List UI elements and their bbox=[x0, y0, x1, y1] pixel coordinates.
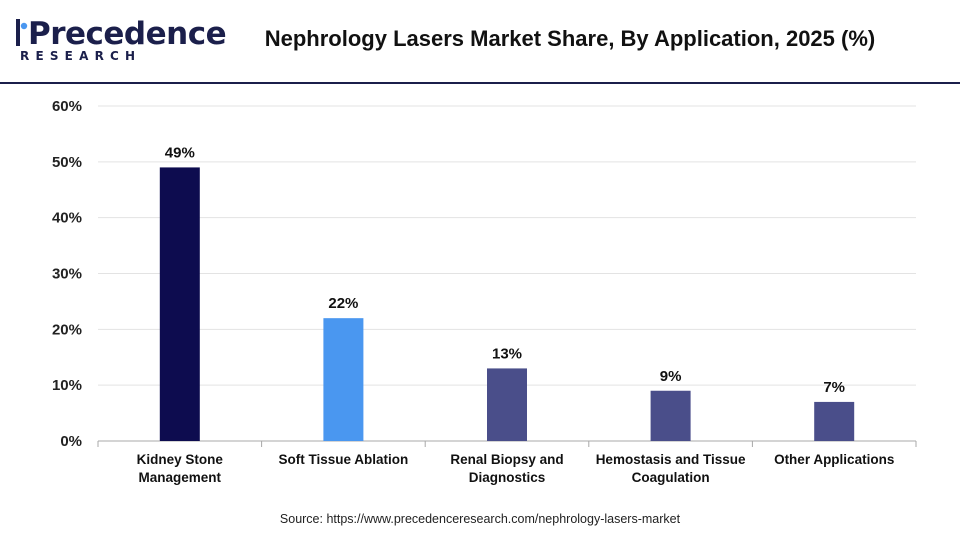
x-category-label: Kidney Stone bbox=[137, 452, 224, 467]
y-tick-label: 40% bbox=[52, 210, 82, 227]
logo-subtext: RESEARCH bbox=[20, 49, 142, 63]
x-category-label: Other Applications bbox=[774, 452, 894, 467]
header: Precedence RESEARCH Nephrology Lasers Ma… bbox=[0, 0, 960, 84]
x-category-label: Management bbox=[139, 470, 222, 485]
y-tick-label: 20% bbox=[52, 321, 82, 338]
header-divider bbox=[0, 82, 960, 84]
y-tick-label: 30% bbox=[52, 266, 82, 283]
bar-value-label: 7% bbox=[823, 379, 845, 396]
logo-mark-icon bbox=[16, 19, 28, 46]
source-note: Source: https://www.precedenceresearch.c… bbox=[279, 512, 681, 526]
bar-value-label: 22% bbox=[328, 295, 358, 312]
x-category-label: Renal Biopsy and bbox=[450, 452, 563, 467]
bar bbox=[814, 401, 855, 441]
y-tick-label: 0% bbox=[60, 433, 82, 450]
bar-chart: 0% 10% 20% 30% 40% 50% 60% 49% Kidney Stone Manag… bbox=[0, 84, 960, 504]
logo-wordmark: Precedence bbox=[28, 16, 227, 52]
y-tick-label: 60% bbox=[52, 98, 82, 115]
y-tick-label: 50% bbox=[52, 154, 82, 171]
bar bbox=[650, 390, 691, 441]
bar-value-label: 49% bbox=[165, 144, 195, 161]
x-category-label: Coagulation bbox=[632, 470, 710, 485]
bar-value-label: 9% bbox=[660, 368, 682, 385]
x-category-label: Diagnostics bbox=[469, 470, 546, 485]
bar-value-label: 13% bbox=[492, 345, 522, 362]
bar-chart-svg: 0% 10% 20% 30% 40% 50% 60% 49% Kidney Stone Manag… bbox=[52, 98, 917, 485]
bar bbox=[159, 167, 200, 441]
precedence-research-logo[interactable]: Precedence RESEARCH bbox=[16, 14, 227, 64]
y-tick-label: 10% bbox=[52, 377, 82, 394]
bar bbox=[323, 318, 364, 441]
x-category-label: Hemostasis and Tissue bbox=[596, 452, 746, 467]
bar bbox=[487, 368, 527, 441]
chart-title: Nephrology Lasers Market Share, By Appli… bbox=[264, 26, 876, 51]
x-category-label: Soft Tissue Ablation bbox=[279, 452, 409, 467]
